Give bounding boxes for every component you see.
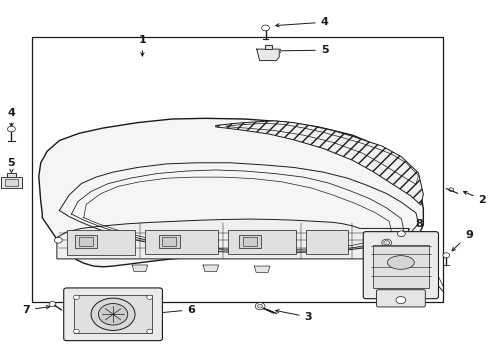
Bar [74, 296, 152, 333]
Polygon shape [39, 118, 423, 267]
Ellipse shape [388, 256, 415, 269]
Circle shape [74, 329, 79, 333]
Circle shape [147, 295, 153, 300]
FancyBboxPatch shape [363, 231, 439, 299]
Circle shape [91, 298, 135, 330]
Bar [306, 230, 347, 253]
Bar [67, 230, 135, 255]
Circle shape [7, 126, 15, 132]
Polygon shape [203, 265, 219, 271]
Circle shape [384, 240, 390, 245]
Text: 8: 8 [405, 219, 423, 232]
Text: 5: 5 [8, 158, 15, 174]
Circle shape [382, 239, 392, 246]
Text: 7: 7 [22, 305, 49, 315]
Bar [239, 234, 261, 248]
Bar [243, 237, 257, 246]
Text: 4: 4 [7, 108, 15, 127]
Circle shape [54, 237, 62, 243]
Circle shape [258, 305, 263, 308]
Circle shape [74, 295, 79, 300]
Bar [75, 234, 97, 248]
Bar [159, 234, 180, 248]
FancyBboxPatch shape [64, 288, 162, 341]
Text: 2: 2 [464, 192, 486, 205]
Circle shape [449, 188, 454, 192]
Bar [228, 230, 296, 253]
Circle shape [98, 303, 128, 325]
Polygon shape [265, 45, 272, 49]
Text: 5: 5 [277, 45, 328, 55]
FancyBboxPatch shape [376, 290, 425, 307]
Circle shape [396, 297, 406, 304]
Bar [0, 177, 22, 188]
Circle shape [255, 303, 265, 310]
Circle shape [262, 25, 270, 31]
Circle shape [443, 253, 450, 258]
Polygon shape [257, 49, 279, 60]
Text: 9: 9 [452, 230, 473, 251]
Polygon shape [254, 266, 270, 273]
Text: 3: 3 [276, 310, 312, 322]
Bar [4, 179, 18, 186]
Bar [79, 237, 93, 246]
Polygon shape [57, 219, 409, 259]
Polygon shape [216, 121, 423, 205]
Circle shape [147, 329, 153, 333]
Polygon shape [6, 173, 16, 177]
Bar [145, 230, 218, 253]
Bar [373, 244, 429, 288]
Circle shape [397, 231, 405, 237]
Circle shape [49, 302, 56, 307]
Bar [162, 237, 176, 246]
Text: 6: 6 [157, 305, 195, 315]
Text: 1: 1 [139, 35, 147, 56]
Text: 4: 4 [276, 17, 329, 27]
Bar [32, 37, 443, 302]
Polygon shape [132, 265, 148, 271]
